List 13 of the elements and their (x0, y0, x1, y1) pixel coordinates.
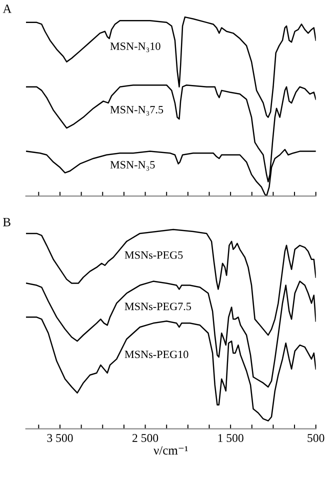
series-label: MSN-N₃5 (110, 161, 155, 171)
x-tick-label: 500 (308, 434, 324, 442)
x-tick-label: 2 500 (132, 434, 158, 442)
series-label: MSNs-PEG7.5 (124, 302, 192, 310)
x-axis-title: ν/cm⁻¹ (154, 446, 188, 455)
series-label: MSNs-PEG5 (124, 251, 183, 259)
chart-title: A (2, 4, 12, 13)
x-tick-label: 1 500 (218, 434, 244, 442)
series-label: MSN-N₃10 (110, 42, 160, 52)
series-label: MSNs-PEG10 (124, 350, 188, 358)
chart-title: B (3, 218, 10, 226)
series-label: MSN-N₃7.5 (110, 106, 164, 116)
x-tick-label: 3 500 (47, 434, 73, 442)
